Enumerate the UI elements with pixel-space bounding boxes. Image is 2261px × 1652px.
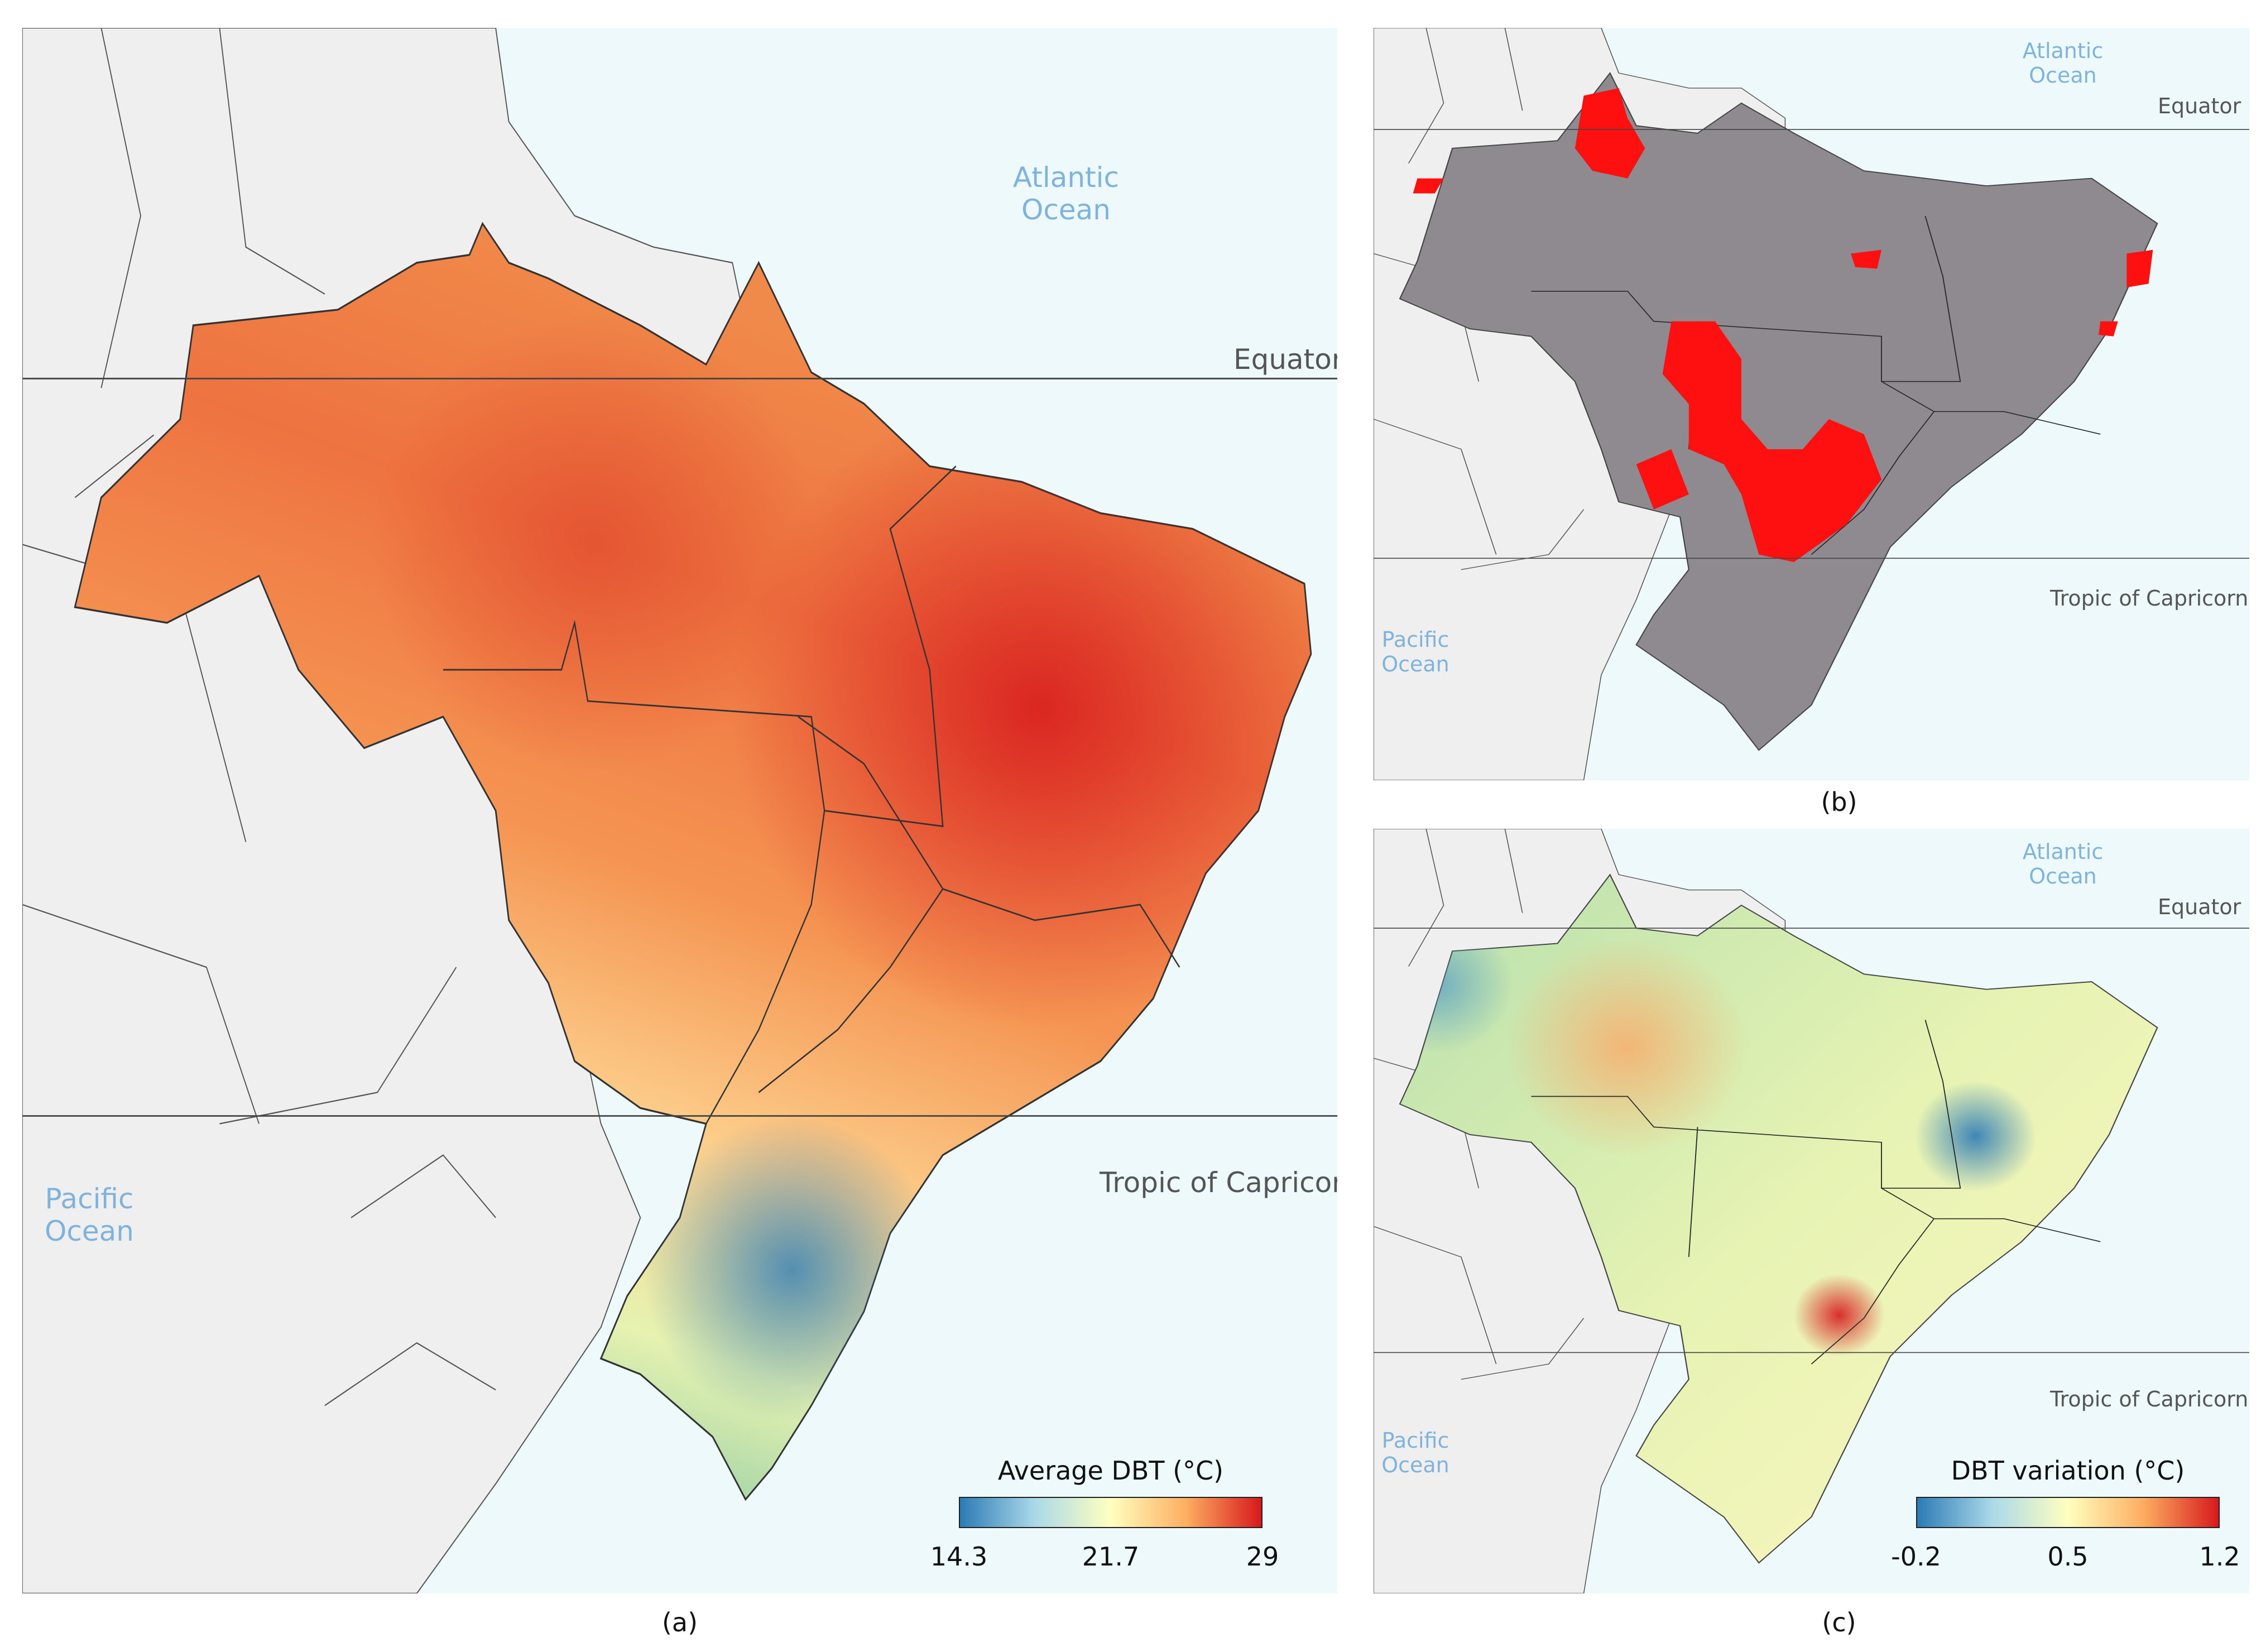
map-a (22, 28, 1337, 1593)
equator-label: Equator (2158, 895, 2241, 919)
map-b (1374, 28, 2249, 780)
atlantic-ocean-label: Atlantic Ocean (2022, 839, 2104, 889)
tropic-label: Tropic of Capricorn (2050, 586, 2249, 611)
caption-b: (b) (1821, 787, 1857, 817)
pacific-ocean-label: Pacific Ocean (45, 1183, 134, 1247)
tropic-label: Tropic of Capricorn (1100, 1166, 1337, 1199)
map-panel-b: Atlantic Ocean Pacific Ocean Equator Tro… (1374, 28, 2249, 780)
legend-mid-c: 0.5 (2047, 1541, 2089, 1572)
legend-max-c: 1.2 (2199, 1541, 2240, 1572)
equator-label: Equator (2158, 94, 2241, 118)
caption-c: (c) (1822, 1607, 1856, 1637)
highlight-regions (1413, 88, 2153, 563)
legend-bar-c (1916, 1497, 2220, 1528)
cold-region (75, 223, 1311, 1500)
equator-label: Equator (1233, 343, 1337, 376)
legend-mid-a: 21.7 (1082, 1541, 1140, 1572)
map-panel-c: Atlantic Ocean Pacific Ocean Equator Tro… (1374, 829, 2249, 1593)
pacific-ocean-label: Pacific Ocean (1381, 1428, 1449, 1477)
legend-min-a: 14.3 (930, 1541, 988, 1572)
legend-min-c: -0.2 (1891, 1541, 1941, 1572)
caption-a: (a) (661, 1607, 698, 1637)
legend-max-a: 29 (1246, 1541, 1279, 1572)
legend-bar-a (959, 1497, 1262, 1528)
variation-overlays (1400, 875, 2158, 1563)
pacific-ocean-label: Pacific Ocean (1381, 627, 1449, 676)
atlantic-ocean-label: Atlantic Ocean (2022, 39, 2104, 88)
atlantic-ocean-label: Atlantic Ocean (1012, 161, 1120, 226)
map-panel-a: Atlantic Ocean Pacific Ocean Equator Tro… (22, 28, 1337, 1593)
tropic-label: Tropic of Capricorn (2050, 1387, 2249, 1411)
legend-title-c: DBT variation (°C) (1951, 1456, 2185, 1486)
map-c (1374, 829, 2249, 1593)
region-borders (443, 465, 1180, 1125)
brazil-shape (1399, 71, 2158, 751)
legend-title-a: Average DBT (°C) (997, 1456, 1224, 1486)
region-borders (1531, 1020, 2101, 1365)
